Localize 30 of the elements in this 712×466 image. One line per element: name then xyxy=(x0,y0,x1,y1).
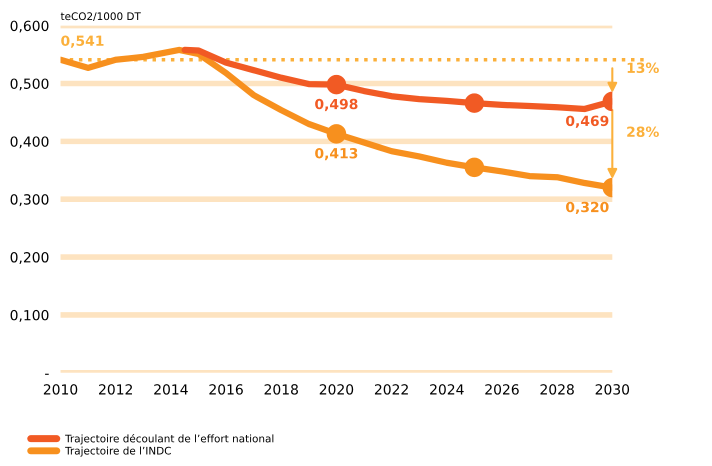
x-tick-label: 2014 xyxy=(154,384,188,395)
x-tick-label: 2022 xyxy=(374,384,408,395)
x-tick-label: 2024 xyxy=(430,384,464,395)
x-tick-label: 2026 xyxy=(485,384,519,395)
text: 13% xyxy=(628,62,659,74)
x-tick-label: 2028 xyxy=(540,384,574,395)
data-label: 0,413 xyxy=(315,148,358,160)
text: 28% xyxy=(627,126,659,137)
y-tick-label: 0,200 xyxy=(10,252,48,264)
y-tick-label: 0,400 xyxy=(10,136,48,148)
x-tick-label: 2020 xyxy=(320,384,354,395)
y-axis-title: teCO2/1000 DT xyxy=(60,12,141,21)
y-tick-label: 0,100 xyxy=(10,310,48,322)
data-label: 0,320 xyxy=(566,202,609,214)
y-tick-label: 0,300 xyxy=(10,194,48,206)
y-tick-label: 0,600 xyxy=(10,20,48,33)
point xyxy=(326,124,346,144)
ref-line-label: 0,541 xyxy=(61,35,104,48)
legend-label: Trajectoire découlant de l’effort national xyxy=(65,434,274,444)
x-tick-label: 2018 xyxy=(264,384,298,395)
data-label: 0,469 xyxy=(566,116,608,128)
x-tick-label: 2012 xyxy=(99,384,132,395)
x-tick-label: 2030 xyxy=(596,384,630,395)
point xyxy=(326,74,346,94)
y-tick-label: 0,500 xyxy=(10,78,48,90)
x-tick-label: 2016 xyxy=(209,384,243,395)
legend-label: Trajectoire de l’INDC xyxy=(65,446,171,457)
x-tick-label: 2010 xyxy=(44,384,78,395)
data-label: 0,498 xyxy=(315,98,358,112)
y-tick-label: - xyxy=(45,374,49,375)
